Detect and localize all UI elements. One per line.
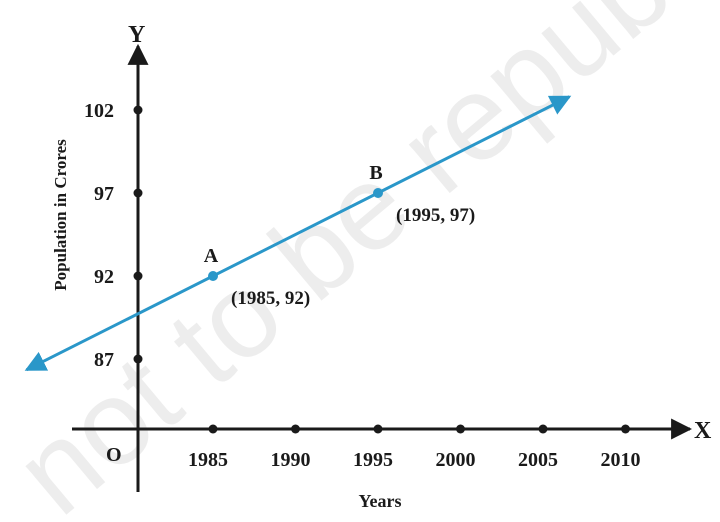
- x-tick-label: 2000: [436, 449, 476, 471]
- y-tick-label: 102: [84, 100, 114, 122]
- x-ticks: 1985 1990 1995 2000 2005 2010: [188, 424, 641, 471]
- x-axis-letter: X: [694, 418, 712, 444]
- x-tick-dot: [208, 424, 218, 434]
- point-coordinate-label: (1995, 97): [396, 205, 475, 226]
- x-axis-title: Years: [359, 491, 402, 511]
- x-tick-dot: [538, 424, 548, 434]
- point-letter: A: [204, 245, 219, 267]
- point-letter: B: [369, 162, 382, 184]
- y-tick-label: 92: [94, 266, 114, 288]
- y-tick-dot: [133, 354, 143, 364]
- data-point: [373, 188, 383, 198]
- x-tick-dot: [373, 424, 383, 434]
- x-tick-label: 2010: [601, 449, 641, 471]
- x-tick-dot: [456, 424, 465, 434]
- x-tick-dot: [291, 424, 300, 434]
- x-tick-label: 1995: [353, 449, 393, 471]
- x-tick-label: 1990: [271, 449, 311, 471]
- y-tick-label: 97: [94, 183, 114, 205]
- y-tick-dot: [133, 188, 143, 198]
- x-tick-dot: [621, 424, 630, 434]
- series-layer: A (1985, 92) B (1995, 97): [24, 95, 572, 372]
- y-tick-label: 87: [94, 349, 114, 371]
- point-coordinate-label: (1985, 92): [231, 288, 310, 309]
- y-axis-letter: Y: [128, 22, 145, 48]
- x-tick-label: 1985: [188, 449, 228, 471]
- y-tick-dot: [133, 105, 143, 115]
- series-line: [24, 95, 572, 372]
- y-tick-dot: [133, 271, 143, 281]
- data-point: [208, 271, 218, 281]
- origin-label: O: [106, 444, 122, 466]
- y-axis-title: Population in Crores: [51, 139, 70, 291]
- x-tick-label: 2005: [518, 449, 558, 471]
